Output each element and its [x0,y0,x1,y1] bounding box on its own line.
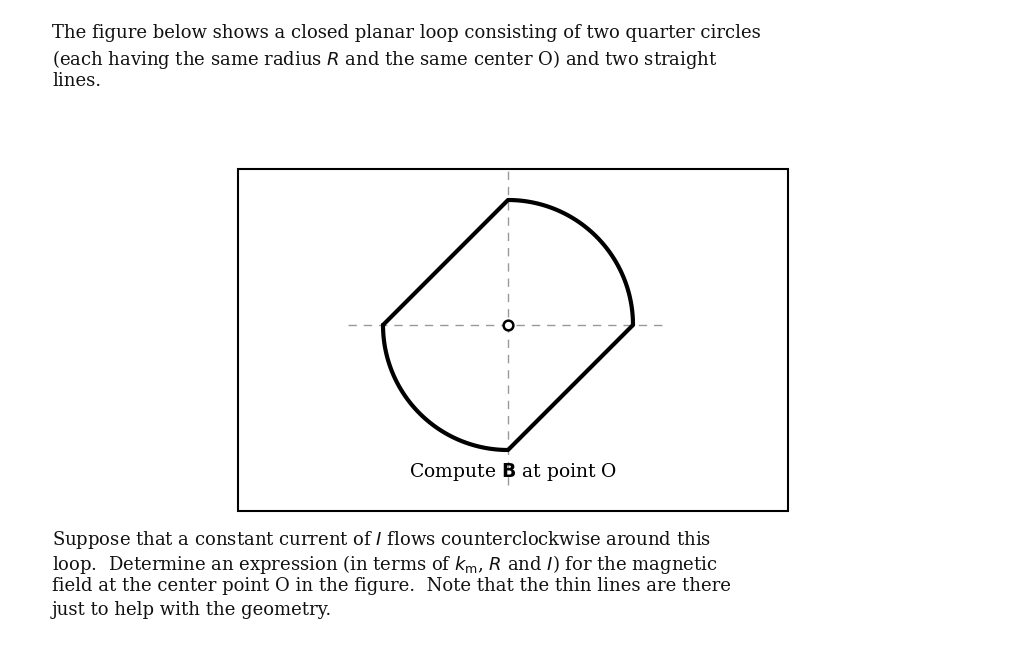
Text: field at the center point O in the figure.  Note that the thin lines are there: field at the center point O in the figur… [52,577,731,595]
Text: (each having the same radius $R$ and the same center O) and two straight: (each having the same radius $R$ and the… [52,48,718,71]
Text: Suppose that a constant current of $I$ flows counterclockwise around this: Suppose that a constant current of $I$ f… [52,529,711,551]
Text: lines.: lines. [52,72,101,90]
Text: loop.  Determine an expression (in terms of $k_{\mathrm{m}}$, $R$ and $I$) for t: loop. Determine an expression (in terms … [52,553,718,576]
Text: Compute $\mathbf{B}$ at point O: Compute $\mathbf{B}$ at point O [409,461,617,483]
Bar [238,169,788,511]
Text: just to help with the geometry.: just to help with the geometry. [52,601,332,619]
Text: The figure below shows a closed planar loop consisting of two quarter circles: The figure below shows a closed planar l… [52,24,761,42]
